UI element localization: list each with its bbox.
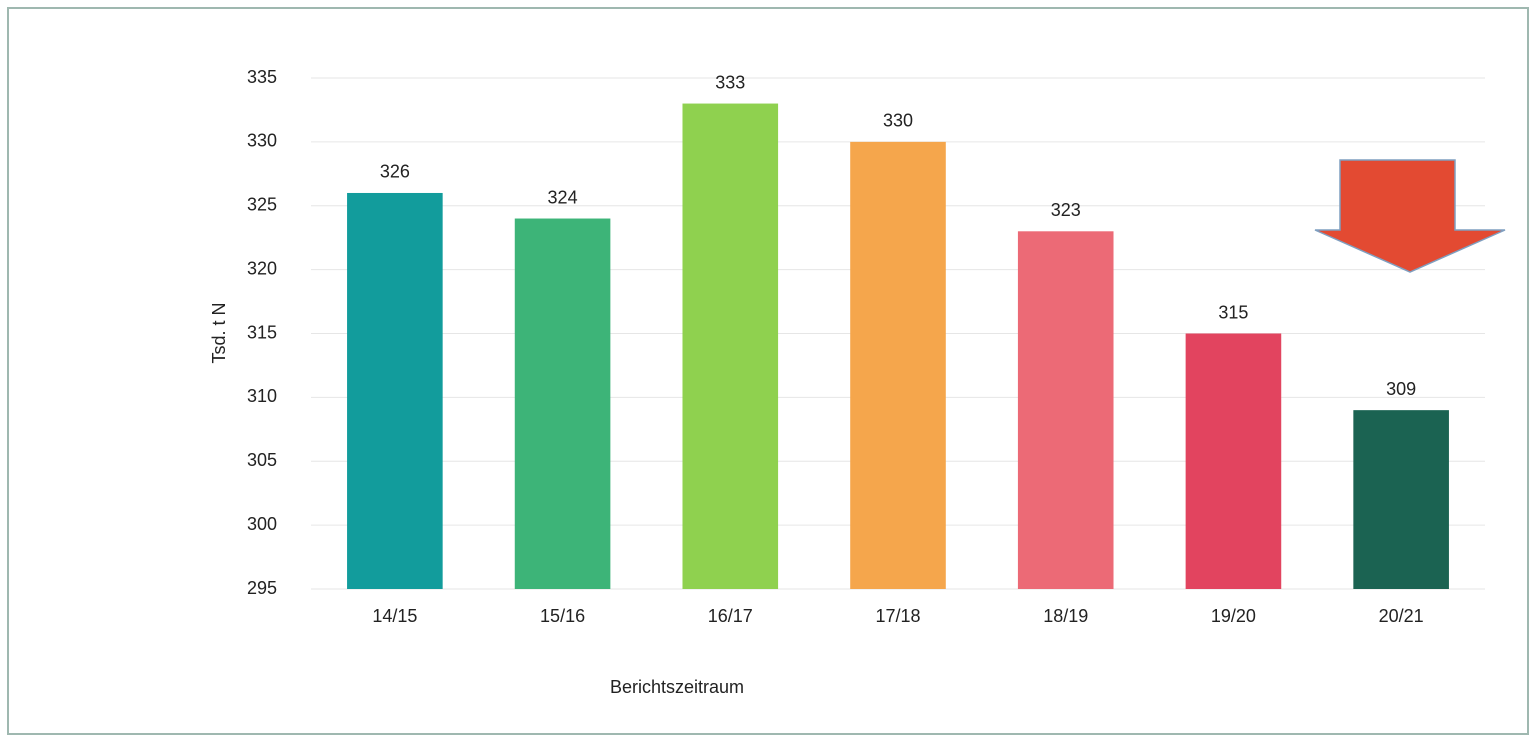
y-tick-label: 300 [247,514,277,534]
x-tick-label: 19/20 [1211,606,1256,626]
data-label: 333 [715,72,745,92]
data-label: 323 [1051,200,1081,220]
bar [682,103,779,590]
x-tick-label: 17/18 [875,606,920,626]
y-tick-label: 335 [247,67,277,87]
y-tick-label: 295 [247,578,277,598]
y-tick-label: 325 [247,195,277,215]
x-tick-label: 20/21 [1379,606,1424,626]
bar [1185,333,1282,589]
data-label: 324 [548,187,578,207]
x-tick-label: 16/17 [708,606,753,626]
y-tick-label: 305 [247,450,277,470]
x-tick-label: 15/16 [540,606,585,626]
data-label: 330 [883,111,913,131]
y-tick-label: 320 [247,258,277,278]
bar [850,141,946,589]
frame [7,7,1529,735]
y-tick-label: 310 [247,386,277,406]
data-label: 315 [1218,302,1248,322]
down-arrow [1314,159,1506,273]
bar [1353,410,1449,589]
y-tick-label: 315 [247,322,277,342]
data-label: 309 [1386,379,1416,399]
bar [347,192,443,589]
bar [514,218,611,589]
x-tick-label: 14/15 [372,606,417,626]
bar [1017,231,1114,590]
y-axis-label: Tsd. t N [209,302,229,363]
x-tick-label: 18/19 [1043,606,1088,626]
x-axis-label: Berichtszeitraum [610,677,744,697]
y-tick-label: 330 [247,131,277,151]
data-label: 326 [380,162,410,182]
